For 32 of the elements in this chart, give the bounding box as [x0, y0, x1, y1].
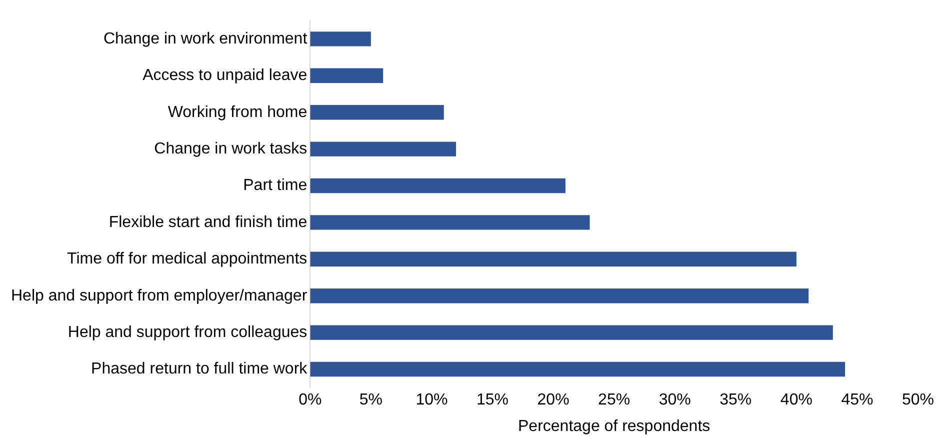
x-tick-label: 5% [359, 392, 382, 409]
bar [310, 105, 444, 120]
y-tick-label: Phased return to full time work [91, 360, 308, 378]
bar [310, 68, 384, 83]
x-tick-label: 20% [537, 392, 570, 409]
y-tick-label: Help and support from employer/manager [10, 287, 308, 304]
bar [310, 252, 796, 266]
y-tick-label: Part time [243, 177, 308, 194]
bar [310, 32, 371, 46]
y-tick-label: Access to unpaid leave [142, 67, 308, 84]
bar [310, 325, 833, 340]
y-tick-label: Flexible start and finish time [108, 214, 308, 231]
x-axis-title: Percentage of respondents [518, 418, 710, 435]
x-tick-label: 40% [780, 392, 812, 409]
y-tick-label: Change in work tasks [154, 140, 308, 158]
x-tick-label: 50% [902, 392, 934, 409]
x-tick-label: 30% [658, 392, 691, 409]
bar [310, 362, 846, 377]
bar [310, 142, 456, 156]
y-tick-label: Change in work environment [103, 30, 308, 48]
bar [310, 215, 590, 230]
bar [310, 288, 809, 304]
y-tick-label: Time off for medical appointments [67, 250, 308, 268]
x-tick-label: 15% [476, 392, 509, 409]
y-tick-label: Help and support from colleagues [68, 324, 308, 341]
x-tick-label: 25% [598, 392, 630, 409]
bar [310, 178, 566, 194]
x-tick-label: 45% [841, 392, 874, 409]
x-tick-label: 10% [416, 392, 448, 409]
x-tick-label: 0% [298, 392, 322, 409]
y-tick-label: Working from home [168, 104, 308, 121]
x-tick-label: 35% [720, 392, 752, 409]
